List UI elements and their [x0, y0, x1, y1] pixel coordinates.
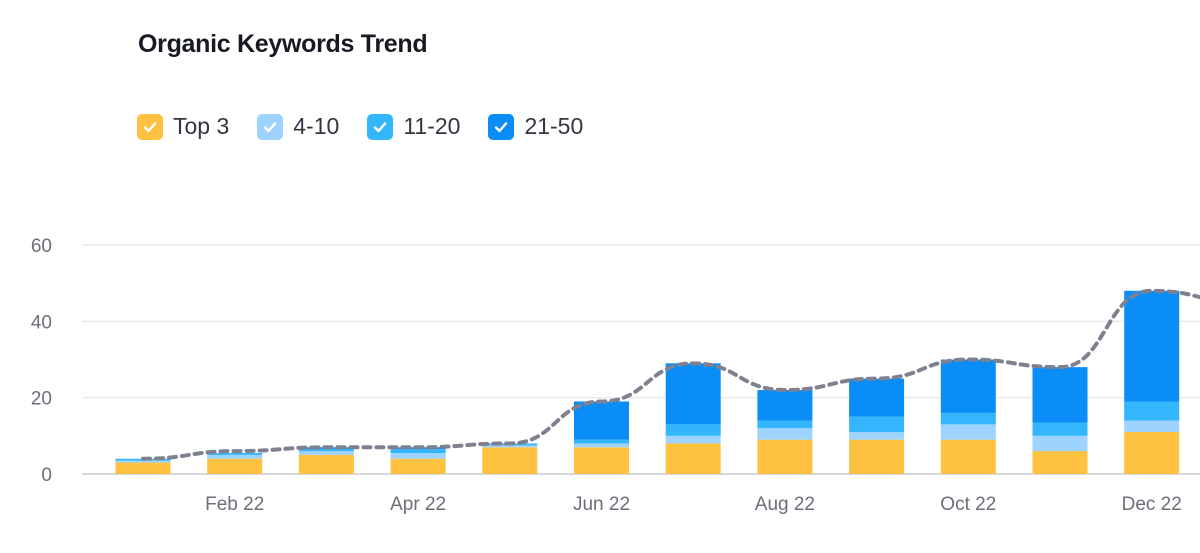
bar-segment-11-20: [665, 424, 721, 436]
chart-legend: Top 3 4-10 11-20 21-50: [137, 113, 611, 140]
bar-segment-11-20: [574, 439, 629, 444]
x-tick-label: Dec 22: [1122, 494, 1182, 515]
bar-segment-top-3: [574, 447, 629, 474]
bar-segment-11-20: [390, 449, 446, 454]
bar-segment-11-20: [298, 449, 354, 452]
bar-segment-top-3: [298, 454, 354, 474]
bar-segment-4-10: [940, 424, 996, 440]
x-tick-label: Oct 22: [940, 494, 996, 515]
bar-segment-21-50: [849, 378, 905, 417]
legend-item-11-20[interactable]: 11-20: [367, 113, 460, 140]
bar-segment-4-10: [207, 454, 263, 459]
bar-segment-4-10: [1124, 420, 1180, 433]
checkbox-icon[interactable]: [488, 113, 515, 140]
bar-segment-11-20: [940, 412, 996, 425]
bar-segment-11-20: [1032, 422, 1088, 436]
bar-segment-top-3: [940, 439, 996, 474]
legend-label: 21-50: [524, 113, 584, 139]
bar-segment-21-50: [1032, 367, 1088, 423]
bar-segment-4-10: [574, 443, 629, 448]
bar-segment-21-50: [757, 390, 813, 421]
x-tick-label: Apr 22: [390, 494, 446, 515]
x-tick-label: Jun 22: [573, 494, 630, 515]
bar-segment-4-10: [115, 460, 171, 463]
bar-segment-top-3: [1032, 451, 1088, 474]
bar-segment-11-20: [757, 420, 813, 429]
legend-item-21-50[interactable]: 21-50: [488, 113, 583, 140]
checkbox-icon[interactable]: [367, 113, 394, 140]
y-tick-label: 20: [31, 389, 52, 410]
x-tick-label: Feb 22: [205, 494, 264, 515]
bar-segment-4-10: [298, 451, 354, 455]
bar-segment-4-10: [757, 428, 813, 440]
bar-segment-4-10: [1032, 435, 1088, 452]
checkbox-icon[interactable]: [257, 113, 284, 140]
bar-segment-top-3: [1124, 432, 1180, 474]
x-tick-label: Aug 22: [755, 494, 815, 515]
bar-segment-11-20: [1124, 401, 1180, 421]
bar-segment-top-3: [665, 443, 721, 474]
bar-segment-top-3: [207, 458, 263, 474]
bar-segment-top-3: [849, 439, 905, 474]
bar-segment-11-20: [849, 416, 905, 433]
y-tick-label: 0: [41, 465, 52, 486]
bar-segment-4-10: [665, 435, 721, 444]
bar-segment-top-3: [482, 447, 538, 474]
checkbox-icon[interactable]: [137, 113, 163, 140]
chart-title: Organic Keywords Trend: [138, 30, 428, 58]
bar-segment-top-3: [757, 439, 813, 474]
total-trend-line: [141, 288, 1200, 461]
y-tick-label: 40: [31, 312, 52, 333]
bar-segment-top-3: [115, 462, 171, 474]
bar-segment-21-50: [574, 401, 629, 440]
bar-segment-4-10: [482, 445, 538, 448]
legend-label: Top 3: [173, 113, 230, 139]
bar-segment-21-50: [665, 363, 721, 425]
bar-segment-21-50: [1124, 290, 1180, 402]
bar-segment-4-10: [390, 453, 446, 459]
bar-segment-4-10: [849, 432, 905, 440]
legend-item-top3[interactable]: Top 3: [137, 113, 229, 140]
legend-label: 4-10: [293, 113, 340, 139]
bar-segment-top-3: [390, 458, 446, 474]
y-tick-label: 60: [31, 236, 52, 257]
legend-item-4-10[interactable]: 4-10: [257, 113, 339, 140]
legend-label: 11-20: [403, 113, 461, 139]
bar-segment-11-20: [207, 453, 263, 455]
bar-segment-21-50: [940, 359, 996, 413]
